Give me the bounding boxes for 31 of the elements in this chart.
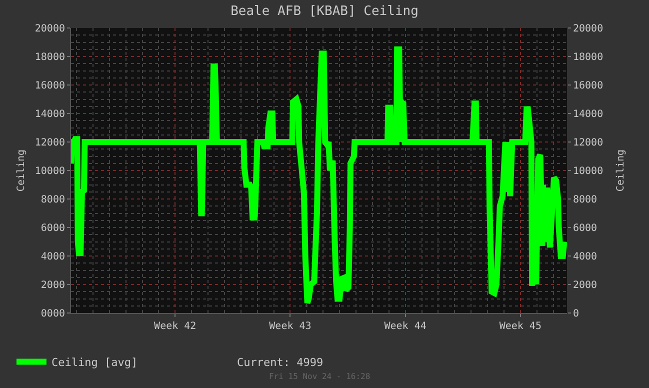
y2-tick-label: 8000	[573, 194, 598, 206]
y2-axis-title: Ceiling	[616, 149, 627, 192]
y-tick-label: 20000	[34, 24, 65, 34]
y2-tick-label: 0	[573, 308, 580, 320]
legend-label: Ceiling [avg]	[51, 356, 138, 369]
y2-tick-label: 18000	[573, 52, 604, 63]
y2-tick-label: 2000	[573, 280, 598, 291]
y2-tick-label: 10000	[573, 166, 604, 177]
y2-tick-label: 16000	[573, 80, 604, 92]
x-tick-label: Week 43	[269, 321, 312, 332]
x-tick-label: Week 42	[154, 321, 196, 332]
y2-tick-label: 4000	[573, 252, 598, 262]
y2-tick-label: 20000	[573, 24, 604, 34]
y-tick-label: 10000	[34, 166, 65, 177]
text: Current: 4999	[237, 356, 324, 369]
y-tick-label: 18000	[34, 52, 65, 63]
y-tick-label: 0000	[40, 308, 65, 320]
y2-tick-label: 14000	[573, 109, 604, 120]
y-axis-title: Ceiling	[16, 149, 27, 192]
y2-tick-label: 6000	[573, 223, 598, 234]
x-tick-label: Week 45	[499, 321, 542, 332]
y-tick-label: 4000	[40, 252, 65, 262]
y-tick-label: 2000	[40, 280, 65, 291]
chart-title: Beale AFB [KBAB] Ceiling	[230, 4, 418, 19]
y2-tick-label: 12000	[573, 138, 604, 148]
y-tick-label: 16000	[34, 80, 65, 92]
x-tick-label: Week 44	[384, 321, 426, 332]
y-tick-label: 6000	[40, 223, 65, 234]
y-tick-label: 14000	[34, 109, 65, 120]
y-tick-label: 8000	[40, 194, 65, 206]
y-tick-label: 12000	[34, 138, 65, 148]
